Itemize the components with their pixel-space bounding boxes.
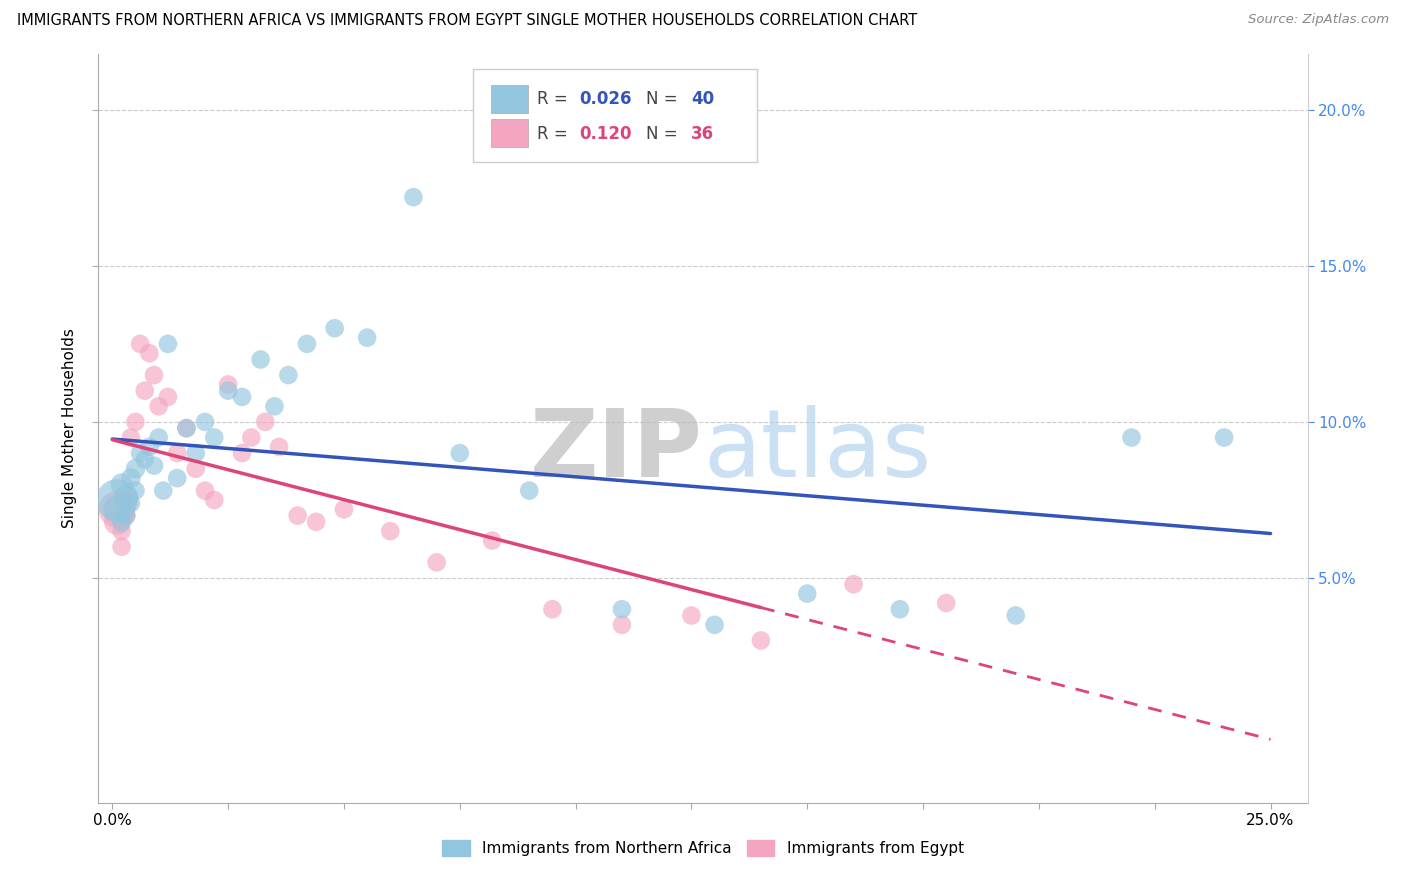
Point [449, 446, 471, 460]
Point [681, 608, 703, 623]
Point [517, 483, 540, 498]
Point [935, 596, 957, 610]
Point [889, 602, 911, 616]
Point [120, 431, 142, 445]
Point [105, 492, 128, 507]
Point [269, 440, 291, 454]
Point [194, 483, 217, 498]
Point [796, 587, 818, 601]
Point [323, 321, 346, 335]
FancyBboxPatch shape [474, 69, 758, 162]
Point [124, 462, 146, 476]
Point [138, 440, 160, 454]
Point [120, 496, 142, 510]
Point [254, 415, 277, 429]
Point [217, 377, 239, 392]
Point [194, 415, 217, 429]
Point [143, 458, 166, 473]
Text: 40: 40 [690, 90, 714, 108]
Point [610, 602, 633, 616]
Point [115, 492, 138, 507]
Point [202, 431, 225, 445]
Point [202, 492, 225, 507]
Point [287, 508, 309, 523]
Point [541, 602, 564, 616]
Point [110, 477, 132, 491]
Text: 36: 36 [690, 125, 714, 143]
Text: 0.026: 0.026 [579, 90, 633, 108]
Point [1004, 608, 1026, 623]
Text: N =: N = [647, 125, 683, 143]
Point [105, 515, 128, 529]
Point [129, 336, 152, 351]
Point [842, 577, 865, 591]
Point [426, 555, 449, 570]
Point [231, 390, 253, 404]
Point [295, 336, 318, 351]
Point [124, 483, 146, 498]
Point [110, 515, 132, 529]
Point [333, 502, 356, 516]
Bar [492, 119, 527, 147]
Text: ZIP: ZIP [530, 405, 703, 497]
Point [402, 190, 425, 204]
Text: 0.120: 0.120 [579, 125, 633, 143]
Point [152, 483, 174, 498]
Point [610, 617, 633, 632]
Point [105, 502, 128, 516]
Text: R =: R = [537, 90, 574, 108]
Point [217, 384, 239, 398]
Point [305, 515, 328, 529]
Point [184, 446, 207, 460]
Text: Source: ZipAtlas.com: Source: ZipAtlas.com [1249, 13, 1389, 27]
Text: IMMIGRANTS FROM NORTHERN AFRICA VS IMMIGRANTS FROM EGYPT SINGLE MOTHER HOUSEHOLD: IMMIGRANTS FROM NORTHERN AFRICA VS IMMIG… [17, 13, 917, 29]
Point [184, 462, 207, 476]
Text: N =: N = [647, 90, 683, 108]
Point [120, 471, 142, 485]
Point [231, 446, 253, 460]
Y-axis label: Single Mother Households: Single Mother Households [62, 328, 77, 528]
Point [124, 415, 146, 429]
Point [749, 633, 772, 648]
Point [1121, 431, 1143, 445]
Point [380, 524, 402, 539]
Point [134, 452, 156, 467]
Point [263, 400, 285, 414]
Point [110, 524, 132, 539]
Point [1213, 431, 1236, 445]
Point [481, 533, 503, 548]
Point [115, 490, 138, 504]
Point [110, 540, 132, 554]
Point [156, 336, 179, 351]
Point [166, 446, 188, 460]
Point [176, 421, 198, 435]
Point [148, 431, 170, 445]
Point [277, 368, 299, 382]
Text: atlas: atlas [703, 405, 931, 497]
Point [356, 331, 378, 345]
Point [143, 368, 166, 382]
Point [166, 471, 188, 485]
Point [703, 617, 725, 632]
Point [176, 421, 198, 435]
Point [105, 502, 128, 516]
Point [134, 384, 156, 398]
Point [240, 431, 263, 445]
Legend: Immigrants from Northern Africa, Immigrants from Egypt: Immigrants from Northern Africa, Immigra… [436, 834, 970, 863]
Point [249, 352, 271, 367]
Point [129, 446, 152, 460]
Point [115, 508, 138, 523]
Point [148, 400, 170, 414]
Text: R =: R = [537, 125, 574, 143]
Point [138, 346, 160, 360]
Point [115, 508, 138, 523]
Bar [492, 85, 527, 113]
Point [156, 390, 179, 404]
